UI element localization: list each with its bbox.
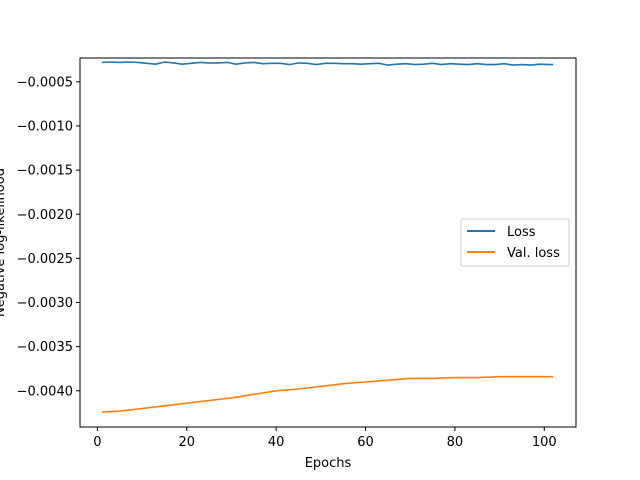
y-tick-label: −0.0005 bbox=[17, 75, 73, 90]
y-axis-label: Negative log-likelihood bbox=[0, 168, 8, 317]
y-tick-label: −0.0025 bbox=[17, 252, 73, 267]
legend-label-val-loss: Val. loss bbox=[507, 246, 560, 261]
y-tick-label: −0.0030 bbox=[17, 296, 73, 311]
x-axis-label: Epochs bbox=[305, 456, 352, 471]
ticks-layer: 0 20 40 60 80 100 −0.0005 −0.0010 −0.0015 −0.0020… bbox=[17, 75, 557, 450]
axes-frame bbox=[79, 57, 577, 428]
x-tick-label: 20 bbox=[179, 435, 196, 450]
x-tick-label: 60 bbox=[357, 435, 374, 450]
legend-label-loss: Loss bbox=[507, 225, 536, 240]
x-tick-label: 40 bbox=[268, 435, 285, 450]
y-tick-label: −0.0015 bbox=[17, 164, 73, 179]
x-tick-label: 80 bbox=[447, 435, 464, 450]
y-tick-label: −0.0020 bbox=[17, 208, 73, 223]
x-tick-label: 0 bbox=[93, 435, 101, 450]
y-tick-label: −0.0040 bbox=[17, 384, 73, 399]
legend: Loss Val. loss bbox=[460, 218, 570, 267]
series-line-val-loss bbox=[101, 375, 554, 413]
x-tick-label: 100 bbox=[532, 435, 557, 450]
y-tick-label: −0.0010 bbox=[17, 119, 73, 134]
series-layer bbox=[101, 61, 554, 413]
y-tick-label: −0.0035 bbox=[17, 340, 73, 355]
series-line-loss bbox=[101, 61, 554, 66]
